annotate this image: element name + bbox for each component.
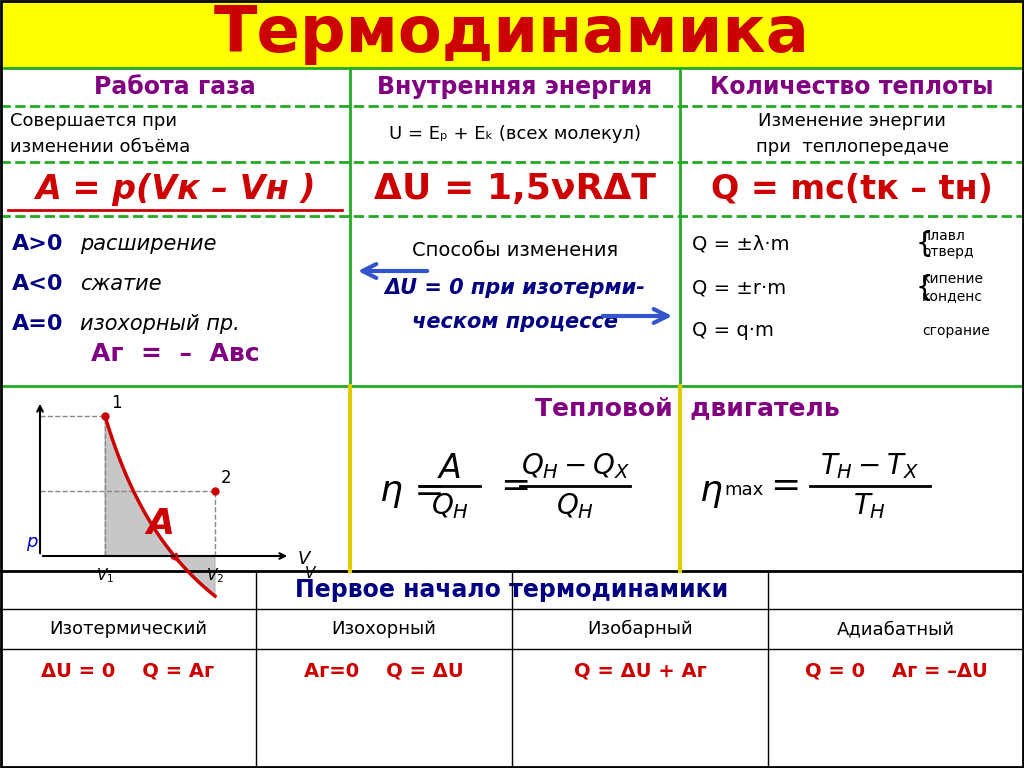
Text: Работа газа: Работа газа	[94, 75, 256, 99]
Text: кипение: кипение	[922, 272, 984, 286]
Text: изохорный пр.: изохорный пр.	[80, 314, 240, 334]
Text: Q = mc(tк – tн): Q = mc(tк – tн)	[711, 173, 993, 206]
Text: Изобарный: Изобарный	[587, 620, 693, 638]
Text: A: A	[146, 507, 174, 541]
Text: $Q_H - Q_X$: $Q_H - Q_X$	[520, 451, 630, 481]
Text: Совершается при
изменении объёма: Совершается при изменении объёма	[10, 112, 190, 155]
Text: A=0: A=0	[12, 314, 63, 334]
Text: Q = ΔU + Аг: Q = ΔU + Аг	[573, 661, 707, 680]
Text: Адиабатный: Адиабатный	[837, 620, 955, 638]
Text: Q = 0    Аг = –ΔU: Q = 0 Аг = –ΔU	[805, 661, 987, 680]
Text: p: p	[27, 533, 38, 551]
Text: $T_H - T_X$: $T_H - T_X$	[820, 451, 920, 481]
Text: плавл: плавл	[922, 229, 966, 243]
Text: 2: 2	[221, 469, 231, 487]
Text: =: =	[770, 469, 801, 503]
Text: ΔU = 0    Q = Аг: ΔU = 0 Q = Аг	[41, 661, 215, 680]
Text: ческом процессе: ческом процессе	[412, 312, 618, 332]
Text: 1: 1	[111, 394, 122, 412]
Text: ΔU = 1,5νRΔT: ΔU = 1,5νRΔT	[374, 172, 656, 206]
Text: max: max	[724, 481, 763, 499]
Text: η: η	[700, 474, 723, 508]
Text: Аг  =  –  Авс: Аг = – Авс	[91, 342, 259, 366]
Text: A: A	[438, 452, 462, 485]
Text: Аг=0    Q = ΔU: Аг=0 Q = ΔU	[304, 661, 464, 680]
Bar	[0, 0, 1024, 68]
Text: η =: η =	[380, 474, 444, 508]
Polygon shape	[105, 416, 215, 596]
Text: Способы изменения: Способы изменения	[412, 241, 618, 260]
Text: конденс: конденс	[922, 289, 983, 303]
Text: ΔU = 0 при изотерми-: ΔU = 0 при изотерми-	[385, 278, 645, 298]
Text: Термодинамика: Термодинамика	[214, 3, 810, 65]
Text: V: V	[298, 550, 310, 568]
Text: Изотермический: Изотермический	[49, 620, 207, 638]
Text: A<0: A<0	[12, 274, 63, 294]
Text: расширение: расширение	[80, 234, 216, 254]
Text: Q = ±λ·m: Q = ±λ·m	[692, 234, 790, 253]
Text: $V_2$: $V_2$	[206, 566, 224, 584]
Text: A>0: A>0	[12, 234, 63, 254]
Text: $V_1$: $V_1$	[96, 566, 114, 584]
Text: Внутренняя энергия: Внутренняя энергия	[378, 75, 652, 99]
Text: $T_H$: $T_H$	[853, 491, 887, 521]
Text: Первое начало термодинамики: Первое начало термодинамики	[295, 578, 729, 602]
Text: отверд: отверд	[922, 245, 974, 259]
Text: Q = ±r·m: Q = ±r·m	[692, 279, 786, 297]
Text: Количество теплоты: Количество теплоты	[711, 75, 993, 99]
Text: Тепловой  двигатель: Тепловой двигатель	[535, 396, 840, 420]
Text: =: =	[500, 469, 530, 503]
Text: $Q_H$: $Q_H$	[431, 491, 469, 521]
Text: сгорание: сгорание	[922, 324, 990, 338]
Text: Изменение энергии
при  теплопередаче: Изменение энергии при теплопередаче	[756, 112, 948, 155]
Text: Изохорный: Изохорный	[332, 620, 436, 638]
Text: Q = q·m: Q = q·m	[692, 322, 774, 340]
Text: V: V	[305, 566, 315, 581]
Text: {: {	[916, 230, 934, 258]
Text: $Q_H$: $Q_H$	[556, 491, 594, 521]
Text: U = Eₚ + Eₖ (всех молекул): U = Eₚ + Eₖ (всех молекул)	[389, 125, 641, 143]
Text: сжатие: сжатие	[80, 274, 162, 294]
Text: A = p(Vк – Vн ): A = p(Vк – Vн )	[35, 173, 315, 206]
Text: {: {	[916, 274, 934, 302]
